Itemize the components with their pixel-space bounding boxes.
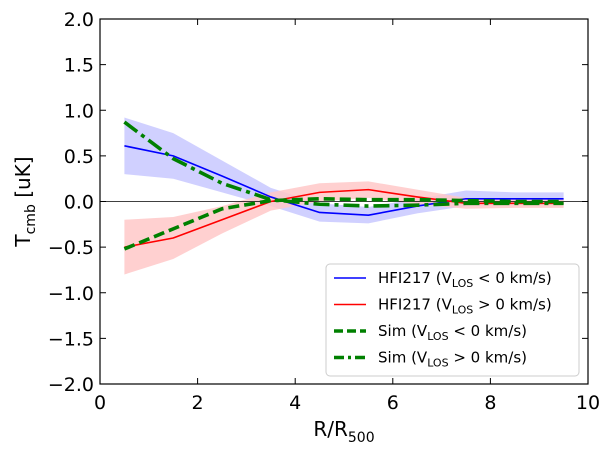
y-tick-label: 1.5 bbox=[64, 55, 94, 77]
y-tick-label: −2.0 bbox=[48, 374, 94, 396]
series-lines bbox=[123, 120, 564, 251]
x-tick-label: 10 bbox=[576, 392, 600, 414]
legend-label-hfi_pos: HFI217 (VLOS > 0 km/s) bbox=[378, 296, 552, 317]
y-tick-label: 0.0 bbox=[64, 192, 94, 214]
x-tick-label: 0 bbox=[94, 392, 106, 414]
y-tick-label: 1.0 bbox=[64, 100, 94, 122]
x-axis-label-main: R/R bbox=[313, 417, 348, 441]
x-tick-label: 8 bbox=[484, 392, 496, 414]
series-line-sim_pos bbox=[123, 120, 564, 208]
x-tick-label: 4 bbox=[289, 392, 301, 414]
y-tick-label: −1.0 bbox=[48, 283, 94, 305]
y-tick-label: 2.0 bbox=[64, 9, 94, 31]
x-tick-label: 2 bbox=[192, 392, 204, 414]
y-axis-label-sub: cmb bbox=[23, 204, 39, 234]
legend-label-sim_pos: Sim (VLOS > 0 km/s) bbox=[378, 349, 527, 370]
error-bands bbox=[124, 117, 564, 275]
y-tick-label: −1.5 bbox=[48, 328, 94, 350]
y-tick-label: −0.5 bbox=[48, 237, 94, 259]
legend-label-sim_neg: Sim (VLOS < 0 km/s) bbox=[378, 322, 527, 343]
y-axis-ticks: 2.0 1.5 1.0 0.5 0.0 −0.5 −1.0 −1.5 −2.0 bbox=[48, 9, 588, 396]
y-axis-label-main: T bbox=[11, 234, 35, 248]
series-line-sim_neg bbox=[123, 196, 564, 251]
x-axis-ticks: 0 2 4 6 8 10 bbox=[94, 19, 600, 414]
x-axis-label: R/R500 bbox=[313, 417, 374, 446]
series-line-hfi_neg bbox=[124, 145, 564, 216]
y-axis-label: Tcmb [uK] bbox=[11, 156, 39, 247]
y-tick-label: 0.5 bbox=[64, 146, 94, 168]
x-tick-label: 6 bbox=[387, 392, 399, 414]
legend-label-hfi_neg: HFI217 (VLOS < 0 km/s) bbox=[378, 269, 552, 290]
y-axis-label-unit: [uK] bbox=[11, 156, 35, 204]
band-hfi_pos bbox=[124, 181, 564, 275]
legend: HFI217 (VLOS < 0 km/s) HFI217 (VLOS > 0 k… bbox=[325, 263, 580, 377]
x-axis-label-sub: 500 bbox=[348, 430, 375, 446]
series-line-hfi_pos bbox=[124, 188, 564, 248]
legend-box bbox=[325, 263, 580, 377]
